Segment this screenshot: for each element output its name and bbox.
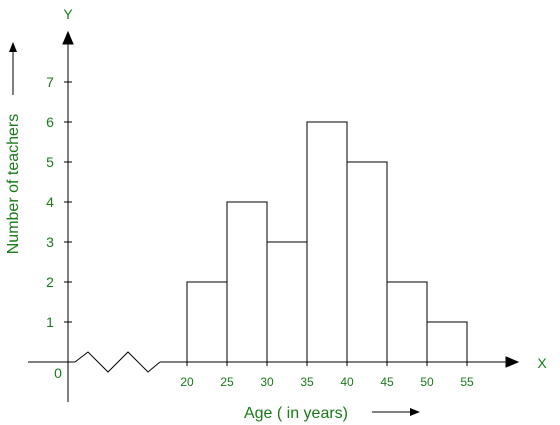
x-tick-label: 55 — [460, 375, 474, 389]
x-tick-label: 25 — [220, 375, 234, 389]
y-axis-title-arrow — [9, 42, 17, 95]
y-tick-label: 6 — [46, 114, 54, 130]
x-axis-symbol: X — [537, 355, 547, 371]
y-tick-label: 5 — [46, 154, 54, 170]
x-axis-title: Age ( in years) — [244, 405, 348, 422]
y-axis-symbol: Y — [63, 6, 73, 22]
y-tick-label: 2 — [46, 274, 54, 290]
x-axis-arrowhead — [505, 356, 520, 368]
histogram-bar — [426, 321, 468, 363]
histogram-bar — [186, 281, 228, 363]
y-axis-arrowhead — [62, 30, 74, 45]
x-tick-label: 35 — [300, 375, 314, 389]
y-tick-label: 7 — [46, 74, 54, 90]
x-axis-break — [74, 351, 161, 373]
y-tick-label: 4 — [46, 194, 54, 210]
x-tick-label: 45 — [380, 375, 394, 389]
x-tick-label: 20 — [180, 375, 194, 389]
histogram-bars — [186, 121, 468, 363]
x-ticks: 20 25 30 35 40 45 50 55 — [180, 362, 474, 389]
x-axis-title-arrow — [372, 408, 420, 416]
y-axis-title: Number of teachers — [5, 114, 22, 255]
histogram-bar — [346, 161, 388, 363]
y-tick-label: 3 — [46, 234, 54, 250]
x-tick-label: 50 — [420, 375, 434, 389]
histogram-bar — [306, 121, 348, 363]
x-tick-label: 40 — [340, 375, 354, 389]
x-tick-label: 30 — [260, 375, 274, 389]
histogram-bar — [226, 201, 268, 363]
origin-label: 0 — [54, 365, 62, 381]
histogram-bar — [266, 241, 308, 363]
histogram-bar — [386, 281, 428, 363]
y-ticks: 1 2 3 4 5 6 7 — [46, 74, 72, 330]
y-tick-label: 1 — [46, 314, 54, 330]
